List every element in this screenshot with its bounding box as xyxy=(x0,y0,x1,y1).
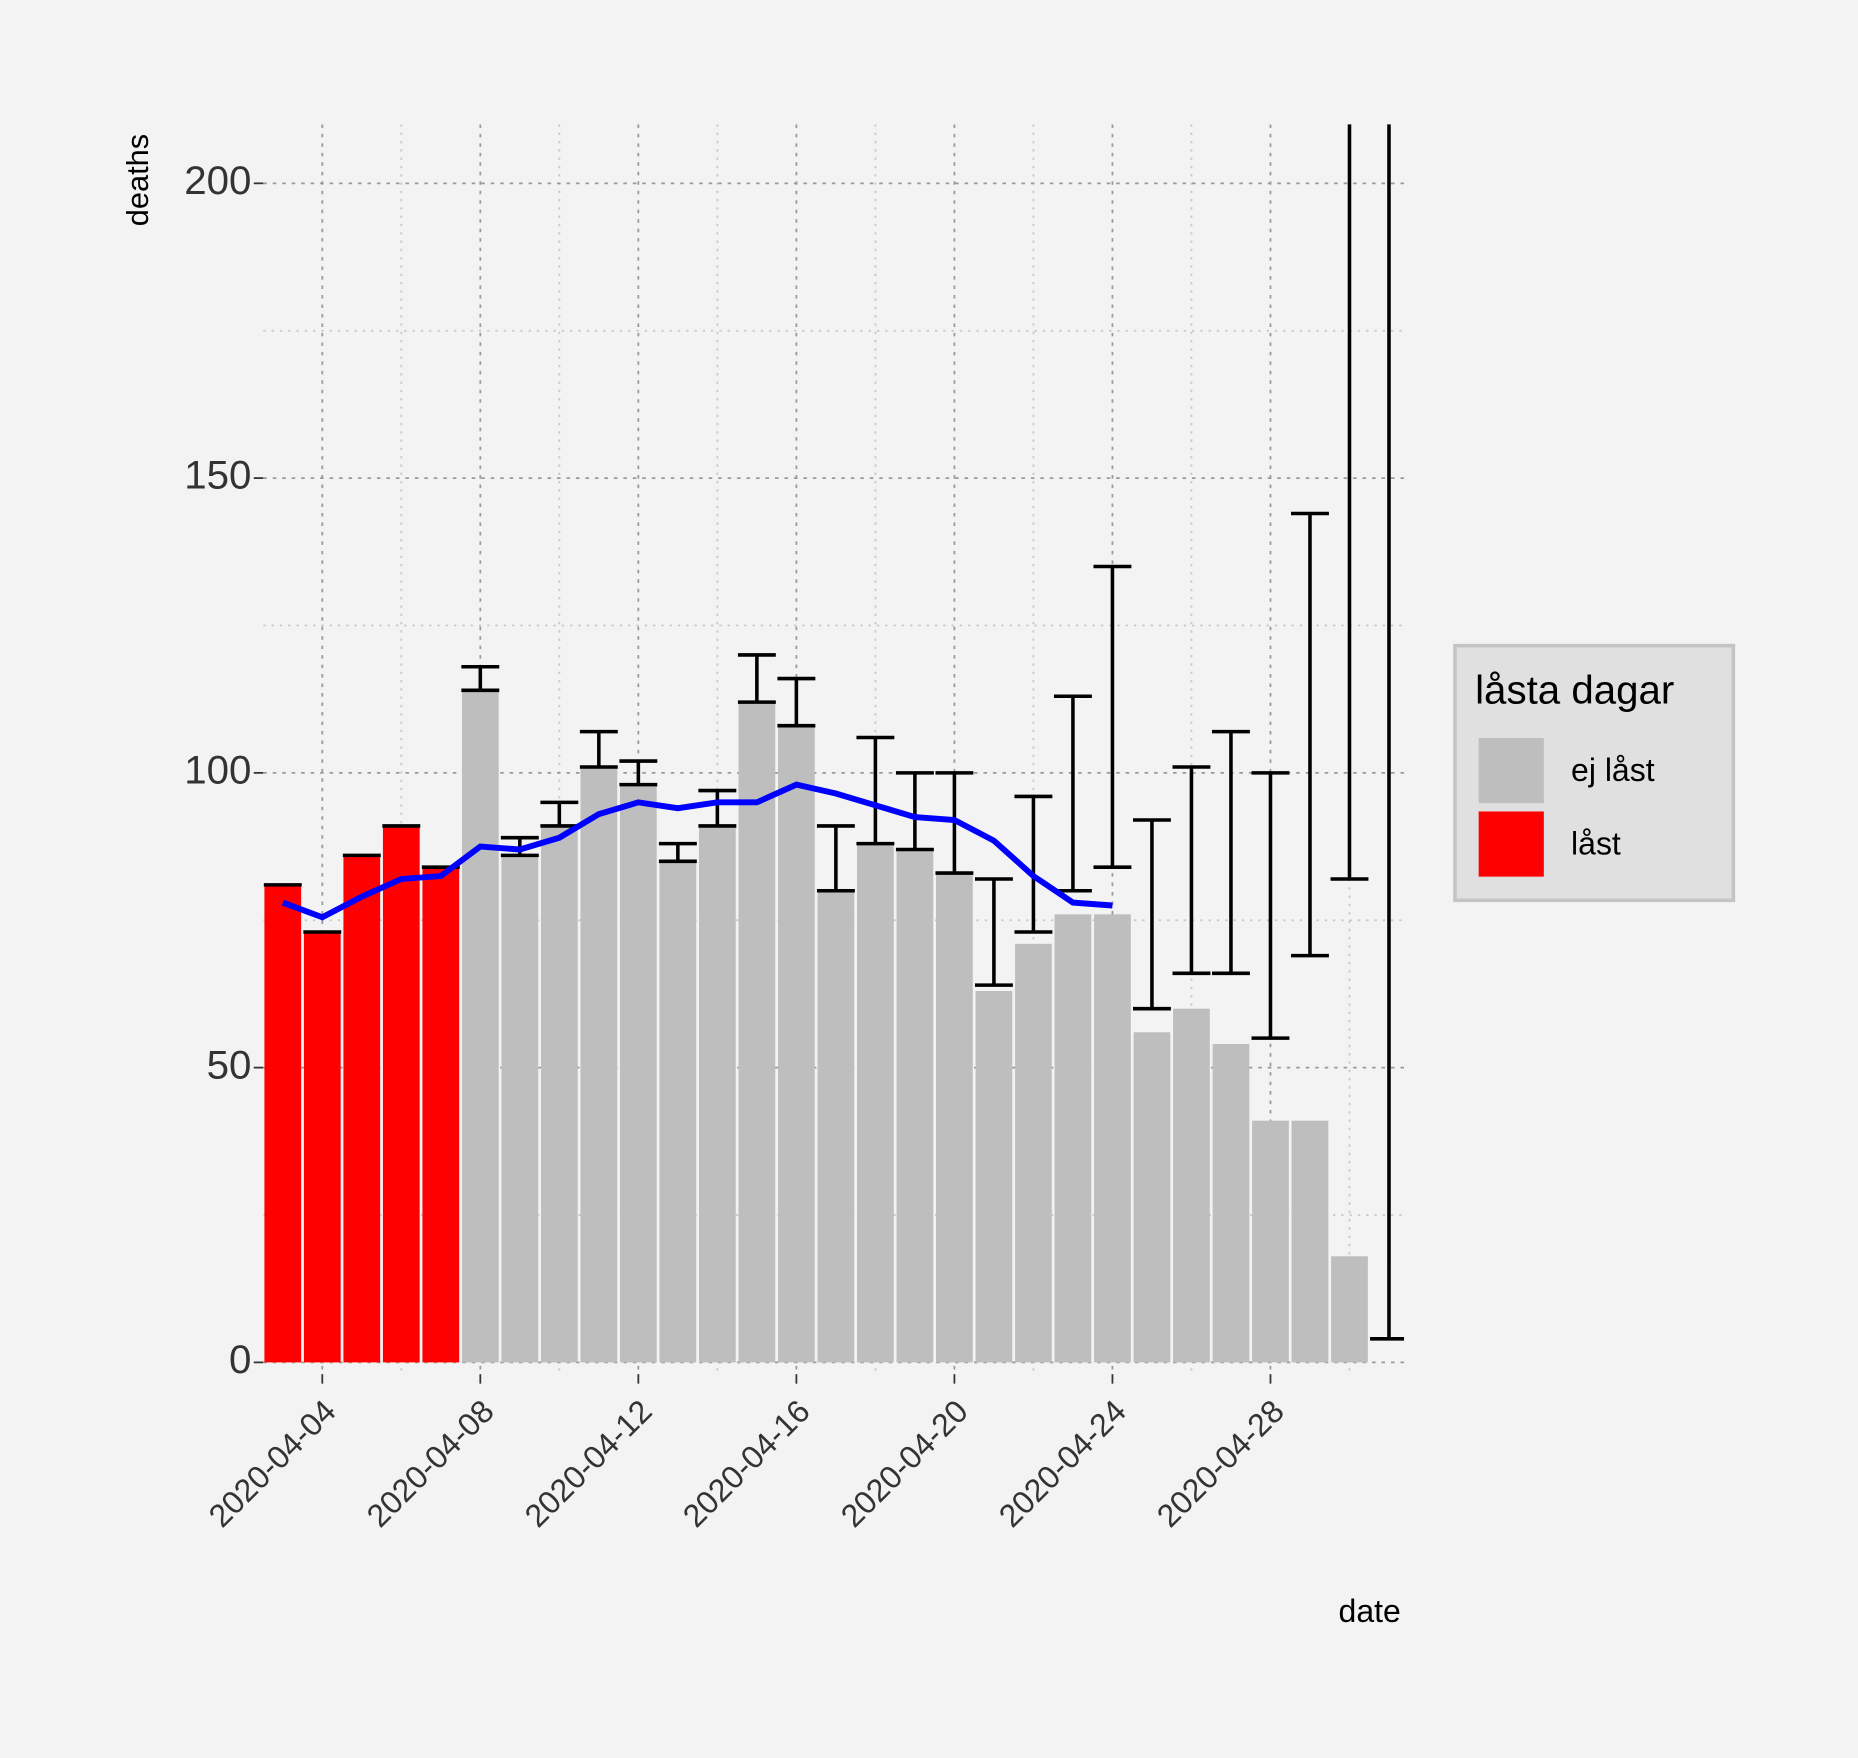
legend-label: ej låst xyxy=(1571,752,1655,788)
bar xyxy=(422,867,460,1363)
bar xyxy=(382,825,420,1363)
bar xyxy=(1094,914,1131,1363)
x-tick-label: 2020-04-12 xyxy=(518,1393,659,1534)
bar xyxy=(817,890,855,1363)
bar xyxy=(1054,914,1092,1363)
bar xyxy=(461,690,499,1363)
bar xyxy=(936,873,973,1363)
bar xyxy=(303,932,341,1363)
bar xyxy=(1252,1120,1289,1363)
error-bar xyxy=(1330,124,1369,881)
y-axis-title: deaths xyxy=(120,134,155,226)
error-bar xyxy=(1053,694,1092,893)
y-tick-label: 100 xyxy=(184,748,251,793)
trend-line xyxy=(281,781,1113,921)
error-bar xyxy=(895,771,934,852)
error-bar xyxy=(658,841,697,864)
error-bar xyxy=(1093,564,1132,869)
bar xyxy=(738,702,776,1363)
bar xyxy=(1173,1008,1210,1363)
bar xyxy=(699,825,736,1363)
x-tick-label: 2020-04-16 xyxy=(676,1393,817,1534)
bar xyxy=(580,766,618,1363)
error-bar xyxy=(777,676,816,728)
error-bar xyxy=(579,729,618,769)
error-bar xyxy=(856,735,895,846)
x-tick-label: 2020-04-20 xyxy=(834,1393,975,1534)
bar xyxy=(343,855,381,1363)
bar xyxy=(778,725,815,1363)
legend-label: låst xyxy=(1571,825,1621,861)
bar xyxy=(1015,943,1052,1363)
error-bar xyxy=(540,800,579,828)
error-bar xyxy=(1212,729,1250,976)
plot-area xyxy=(263,124,1405,1375)
x-tick-label: 2020-04-04 xyxy=(202,1393,343,1534)
bar xyxy=(857,843,894,1363)
legend-key xyxy=(1478,811,1544,877)
y-tick-label: 150 xyxy=(184,453,251,498)
legend-title: låsta dagar xyxy=(1475,668,1674,713)
y-tick-label: 0 xyxy=(229,1337,251,1382)
error-bar xyxy=(1132,818,1171,1011)
bar xyxy=(1291,1120,1329,1363)
y-tick-label: 200 xyxy=(184,158,251,203)
bar xyxy=(1212,1044,1250,1363)
y-tick-label: 50 xyxy=(207,1042,252,1087)
x-tick-label: 2020-04-24 xyxy=(992,1393,1133,1534)
error-bar xyxy=(1172,765,1211,976)
error-bar xyxy=(1251,771,1290,1040)
x-tick-label: 2020-04-08 xyxy=(360,1393,501,1534)
error-bar xyxy=(698,788,737,828)
error-bar xyxy=(619,759,658,787)
bar xyxy=(1331,1256,1368,1363)
bar xyxy=(264,884,302,1363)
bar xyxy=(896,849,934,1363)
bar xyxy=(619,784,657,1363)
error-bar xyxy=(737,653,776,704)
error-bar xyxy=(1291,511,1329,958)
bar xyxy=(975,990,1013,1363)
legend-key xyxy=(1478,738,1544,804)
x-tick-label: 2020-04-28 xyxy=(1150,1393,1291,1534)
error-bar xyxy=(1370,124,1405,1341)
bar xyxy=(501,855,539,1363)
error-bar xyxy=(816,824,855,893)
x-axis-title: date xyxy=(1339,1593,1401,1629)
error-bar xyxy=(1014,794,1053,934)
error-bar xyxy=(461,664,500,693)
bar xyxy=(540,825,578,1363)
bar xyxy=(659,861,697,1363)
error-bar xyxy=(974,877,1013,987)
bar xyxy=(1133,1032,1171,1363)
